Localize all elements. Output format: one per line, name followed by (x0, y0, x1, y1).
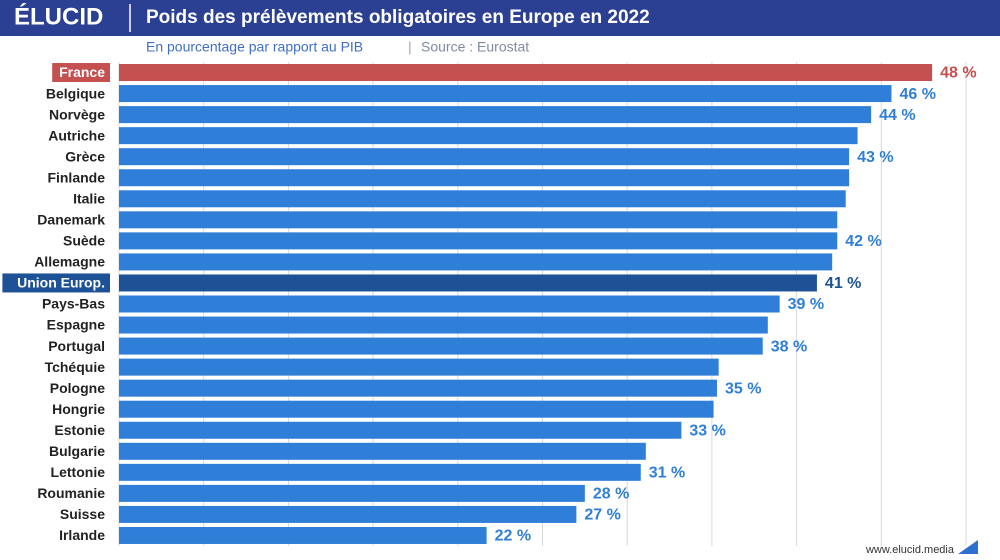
y-tick-label: Belgique (46, 85, 105, 101)
y-tick-label: Allemagne (34, 254, 105, 270)
bar (119, 253, 833, 271)
bar (119, 190, 846, 208)
bar (119, 400, 714, 418)
value-label: 28 % (593, 486, 629, 503)
bar (119, 358, 719, 376)
y-tick-label: Italie (73, 190, 105, 206)
bar (119, 337, 763, 355)
bar (119, 274, 817, 292)
bar (119, 127, 858, 145)
value-label: 27 % (584, 507, 620, 524)
y-tick-label: Finlande (47, 169, 105, 185)
bar (119, 442, 646, 460)
bar (119, 526, 487, 544)
value-label: 38 % (771, 338, 807, 355)
y-tick-label: Norvège (49, 106, 105, 122)
category-highlight (2, 273, 110, 293)
bar (119, 379, 717, 397)
value-label: 39 % (788, 296, 824, 313)
y-tick-label: Portugal (48, 338, 105, 354)
logo: ÉLUCID (14, 2, 103, 30)
value-label: 33 % (689, 422, 725, 439)
bar (119, 85, 892, 103)
bar (119, 484, 585, 502)
value-label: 48 % (940, 65, 976, 82)
y-tick-label: Espagne (47, 317, 106, 333)
source: Source : Eurostat (421, 39, 529, 55)
bar (119, 421, 682, 439)
y-tick-label: Lettonie (51, 464, 106, 480)
y-tick-label: Grèce (65, 148, 105, 164)
y-tick-label: Bulgarie (49, 443, 105, 459)
footer: www.elucid.media (865, 544, 955, 556)
value-label: 35 % (725, 380, 761, 397)
y-tick-label: Danemark (37, 212, 105, 228)
y-tick-label: Estonie (54, 422, 105, 438)
bar (119, 295, 780, 313)
value-label: 46 % (899, 86, 935, 103)
value-label: 44 % (879, 107, 915, 124)
bar (119, 505, 577, 523)
bar (119, 106, 872, 124)
value-label: 22 % (495, 528, 531, 545)
separator: | (408, 39, 412, 55)
y-tick-label: France (59, 64, 105, 80)
bar (119, 148, 850, 166)
y-tick-label: Pologne (50, 380, 105, 396)
bar (119, 232, 838, 250)
y-tick-label: Irlande (59, 527, 105, 543)
y-tick-label: Autriche (48, 127, 105, 143)
subtitle: En pourcentage par rapport au PIB (146, 39, 363, 55)
category-highlight (52, 63, 110, 83)
y-tick-label: Roumanie (37, 485, 105, 501)
y-tick-label: Hongrie (52, 401, 105, 417)
bar (119, 64, 933, 82)
bar (119, 316, 768, 334)
header-band (0, 0, 1000, 36)
bar (119, 463, 641, 481)
y-tick-label: Suède (63, 233, 105, 249)
y-tick-label: Suisse (60, 506, 105, 522)
value-label: 42 % (845, 233, 881, 250)
bar (119, 169, 850, 187)
y-tick-label: Tchéquie (45, 359, 106, 375)
chart-title: Poids des prélèvements obligatoires en E… (146, 7, 650, 28)
value-label: 41 % (825, 275, 861, 292)
footer-logo (958, 540, 978, 554)
value-label: 43 % (857, 149, 893, 166)
y-tick-label: Pays-Bas (42, 296, 105, 312)
y-tick-label: Union Europ. (17, 275, 105, 291)
bar (119, 211, 838, 229)
value-label: 31 % (649, 465, 685, 482)
